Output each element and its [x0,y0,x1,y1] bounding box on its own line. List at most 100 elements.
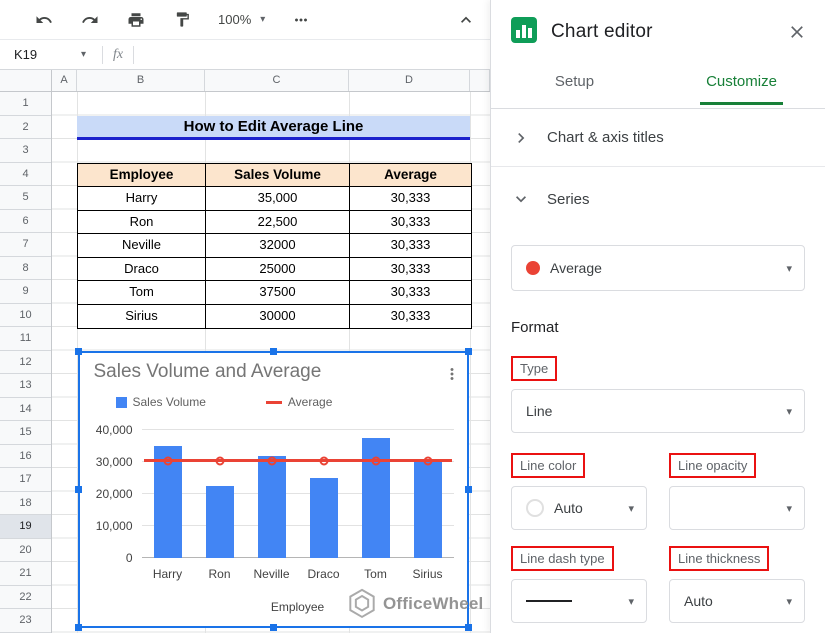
row-header-21[interactable]: 21 [0,562,51,586]
x-axis-label: Tom [364,567,387,581]
resize-handle[interactable] [464,624,472,631]
table-cell[interactable]: Tom [78,281,206,305]
section-chart-axis-titles[interactable]: Chart & axis titles [491,109,825,167]
close-icon[interactable] [787,22,807,42]
table-cell[interactable]: Ron [78,210,206,234]
resize-handle[interactable] [74,348,82,355]
row-header-20[interactable]: 20 [0,539,51,562]
x-axis-label: Ron [208,567,231,581]
table-cell[interactable]: 22,500 [206,210,350,234]
table-cell[interactable]: 35,000 [206,187,350,211]
table-cell[interactable]: 30,333 [390,307,431,323]
line-point-marker[interactable] [163,456,172,466]
row-header-1[interactable]: 1 [0,92,51,116]
bar[interactable] [309,478,338,558]
row-header-17[interactable]: 17 [0,468,51,492]
row-header-16[interactable]: 16 [0,445,51,468]
column-header-B[interactable]: B [77,70,205,91]
table-cell[interactable]: Harry [78,187,206,211]
resize-handle[interactable] [464,348,472,355]
formula-bar: K19 ▾ fx [0,40,490,70]
bar[interactable] [413,462,442,558]
paint-format-icon[interactable] [172,10,192,30]
table-header-cell[interactable]: Average [350,163,471,187]
section-series[interactable]: Series [491,167,825,231]
row-header-4[interactable]: 4 [0,163,51,186]
row-header-11[interactable]: 11 [0,327,51,351]
row-header-10[interactable]: 10 [0,304,51,327]
table-cell[interactable]: Neville [78,234,206,258]
table-cell[interactable]: 30,333 [350,281,471,305]
collapse-toolbar-icon[interactable] [456,10,476,30]
more-options-icon[interactable] [291,10,311,30]
chart-menu-icon[interactable] [443,365,461,386]
line-color-select[interactable]: Auto ▾ [511,486,647,530]
table-row: Draco 25000 30,333 [78,257,471,281]
zoom-control[interactable]: 100% ▾ [218,12,265,27]
resize-handle[interactable] [74,486,82,493]
table-cell[interactable]: 37500 [206,281,350,305]
table-header-cell[interactable]: Sales Volume [206,163,350,187]
row-header-14[interactable]: 14 [0,398,51,421]
worksheet-title-cell[interactable]: How to Edit Average Line [77,115,470,140]
bar[interactable] [257,455,286,558]
table-cell[interactable]: Sirius [78,304,206,328]
row-header-6[interactable]: 6 [0,210,51,233]
tab-customize[interactable]: Customize [658,61,825,108]
line-point-marker[interactable] [319,456,328,466]
type-select[interactable]: Line ▾ [511,389,805,433]
name-box[interactable]: K19 ▾ [0,47,92,62]
embedded-chart[interactable]: Sales Volume and Average Sales Volume Av… [74,348,472,631]
line-opacity-select[interactable]: ▾ [669,486,805,530]
line-point-marker[interactable] [215,456,224,466]
tab-setup[interactable]: Setup [491,61,658,108]
row-header-7[interactable]: 7 [0,233,51,257]
resize-handle[interactable] [74,624,82,631]
table-cell[interactable]: 30,333 [350,211,471,234]
resize-handle[interactable] [269,624,277,631]
column-header-A[interactable]: A [52,70,77,91]
line-point-marker[interactable] [371,456,380,466]
row-header-18[interactable]: 18 [0,492,51,515]
table-cell[interactable]: 30,333 [350,258,471,281]
row-header-3[interactable]: 3 [0,139,51,163]
row-header-12[interactable]: 12 [0,351,51,374]
line-dash-thickness-selects: ▾ Auto ▾ [511,579,805,623]
line-point-marker[interactable] [423,456,432,466]
bar-slot [402,430,454,558]
line-dash-type-select[interactable]: ▾ [511,579,647,623]
row-header-19[interactable]: 19 [0,515,51,539]
undo-icon[interactable] [34,10,54,30]
line-dash-type-label-highlight: Line dash type [511,546,614,571]
table-cell[interactable]: 30,333 [350,187,471,211]
select-all-corner[interactable] [0,70,52,92]
column-header-C[interactable]: C [205,70,349,91]
average-line[interactable] [143,459,452,463]
row-header-8[interactable]: 8 [0,257,51,280]
row-header-2[interactable]: 2 [0,116,51,139]
row-header-13[interactable]: 13 [0,374,51,398]
panel-title: Chart editor [551,20,653,42]
row-header-15[interactable]: 15 [0,421,51,445]
line-point-marker[interactable] [267,456,276,466]
column-header-D[interactable]: D [349,70,470,91]
line-thickness-select[interactable]: Auto ▾ [669,579,805,623]
line-color-label: Line color [520,458,577,473]
table-cell[interactable]: Draco [78,257,206,281]
row-header-9[interactable]: 9 [0,280,51,304]
table-cell[interactable]: 25000 [206,257,350,281]
cells-area[interactable]: How to Edit Average Line Employee Sales V… [52,92,490,633]
resize-handle[interactable] [269,348,277,355]
bar[interactable] [205,486,234,558]
row-header-22[interactable]: 22 [0,586,51,609]
print-icon[interactable] [126,10,146,30]
row-header-5[interactable]: 5 [0,186,51,210]
series-select[interactable]: Average ▾ [511,245,805,291]
table-header-cell[interactable]: Employee [78,163,206,187]
table-cell[interactable]: 30000 [206,304,350,328]
row-header-23[interactable]: 23 [0,609,51,633]
resize-handle[interactable] [464,486,472,493]
redo-icon[interactable] [80,10,100,30]
table-cell[interactable]: 30,333 [350,234,471,258]
table-cell[interactable]: 32000 [206,234,350,258]
